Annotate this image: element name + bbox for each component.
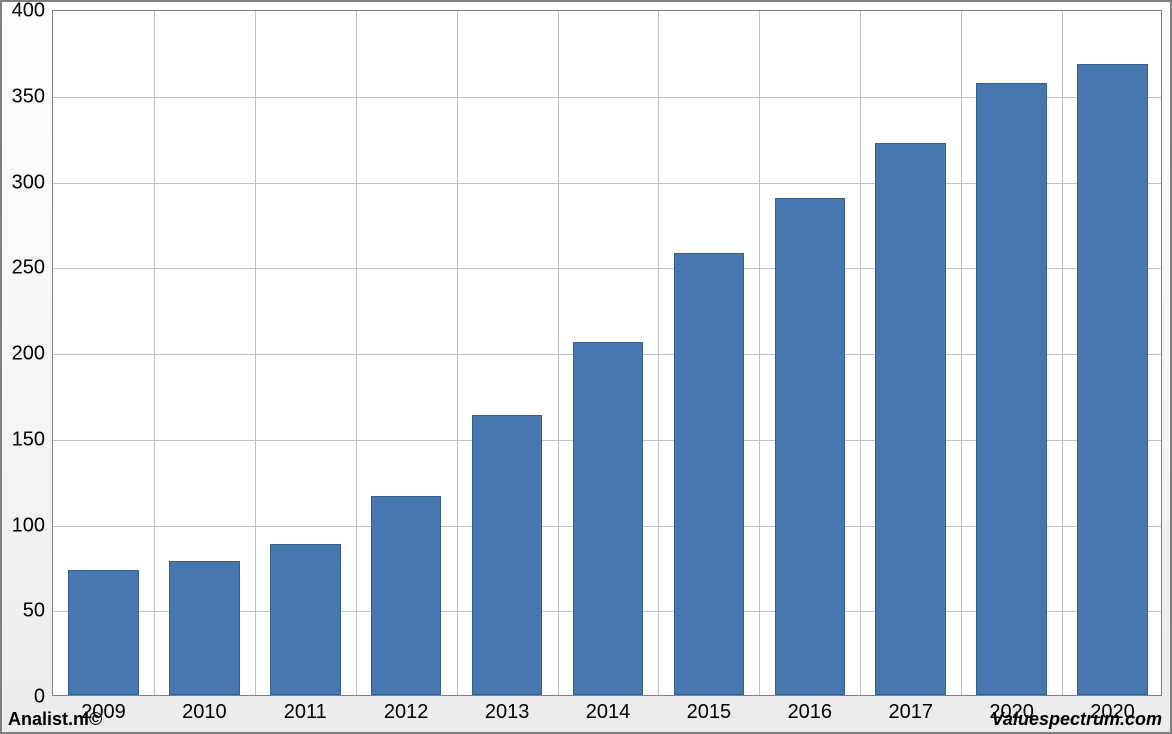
bar <box>875 143 946 695</box>
plot-area: 0501001502002503003504002009201020112012… <box>52 10 1162 696</box>
gridline-vertical <box>860 11 861 695</box>
gridline-vertical <box>154 11 155 695</box>
bar <box>270 544 341 695</box>
gridline-vertical <box>1062 11 1063 695</box>
y-axis-tick-label: 250 <box>12 257 53 280</box>
y-axis-tick-label: 200 <box>12 343 53 366</box>
bar <box>371 496 442 695</box>
gridline-vertical <box>658 11 659 695</box>
bar <box>674 253 745 695</box>
y-axis-tick-label: 150 <box>12 428 53 451</box>
x-axis-tick-label: 2016 <box>788 695 833 724</box>
gridline-vertical <box>255 11 256 695</box>
gridline-vertical <box>558 11 559 695</box>
x-axis-tick-label: 2010 <box>182 695 227 724</box>
bar <box>775 198 846 695</box>
x-axis-tick-label: 2011 <box>284 695 327 724</box>
bar <box>472 415 543 695</box>
y-axis-tick-label: 100 <box>12 514 53 537</box>
bar <box>976 83 1047 695</box>
y-axis-tick-label: 300 <box>12 171 53 194</box>
x-axis-tick-label: 2013 <box>485 695 530 724</box>
bar <box>169 561 240 695</box>
footer-right-credit: Valuespectrum.com <box>992 709 1162 730</box>
y-axis-tick-label: 0 <box>34 686 53 709</box>
gridline-vertical <box>356 11 357 695</box>
chart-frame: 0501001502002503003504002009201020112012… <box>0 0 1172 734</box>
gridline-vertical <box>759 11 760 695</box>
x-axis-tick-label: 2012 <box>384 695 429 724</box>
y-axis-tick-label: 50 <box>23 600 53 623</box>
x-axis-tick-label: 2014 <box>586 695 631 724</box>
footer-left-credit: Analist.nl© <box>8 709 102 730</box>
y-axis-tick-label: 350 <box>12 85 53 108</box>
y-axis-tick-label: 400 <box>12 0 53 23</box>
bar <box>1077 64 1148 695</box>
bar <box>573 342 644 695</box>
x-axis-tick-label: 2017 <box>888 695 933 724</box>
gridline-vertical <box>961 11 962 695</box>
x-axis-tick-label: 2015 <box>687 695 732 724</box>
gridline-vertical <box>457 11 458 695</box>
bar <box>68 570 139 695</box>
